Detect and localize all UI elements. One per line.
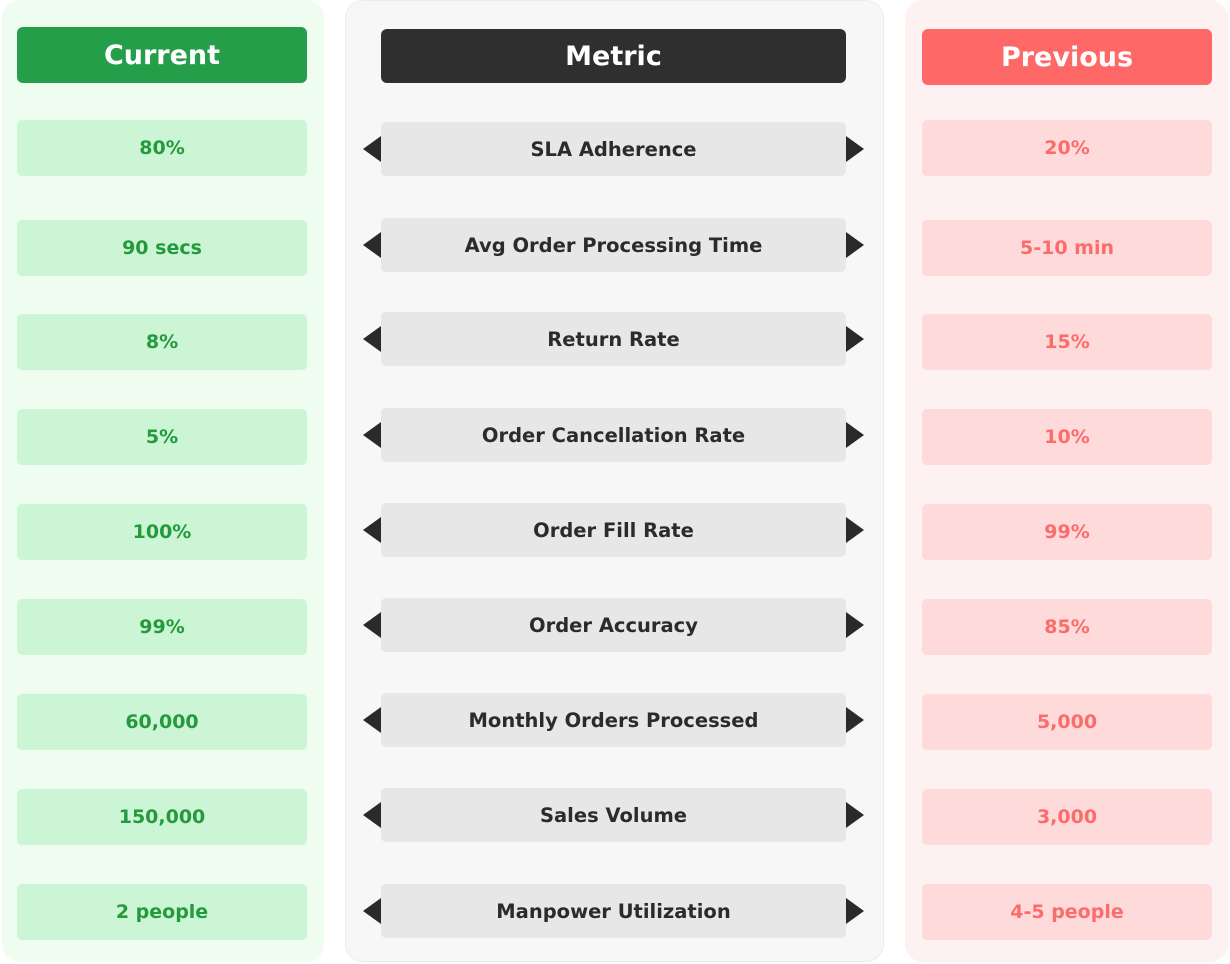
triangle-right-icon <box>846 612 864 638</box>
previous-value: 4-5 people <box>922 884 1212 940</box>
metric-label: Order Fill Rate <box>381 503 846 557</box>
current-value: 8% <box>17 314 307 370</box>
current-value: 99% <box>17 599 307 655</box>
triangle-left-icon <box>363 517 381 543</box>
previous-header: Previous <box>922 29 1212 85</box>
previous-value: 5,000 <box>922 694 1212 750</box>
metric-label: Sales Volume <box>381 788 846 842</box>
triangle-right-icon <box>846 802 864 828</box>
metric-label: SLA Adherence <box>381 122 846 176</box>
current-value: 90 secs <box>17 220 307 276</box>
current-value: 150,000 <box>17 789 307 845</box>
metric-label: Order Accuracy <box>381 598 846 652</box>
previous-value: 10% <box>922 409 1212 465</box>
triangle-left-icon <box>363 707 381 733</box>
metric-label: Manpower Utilization <box>381 884 846 938</box>
metric-label: Return Rate <box>381 312 846 366</box>
triangle-left-icon <box>363 136 381 162</box>
triangle-right-icon <box>846 517 864 543</box>
metric-label: Avg Order Processing Time <box>381 218 846 272</box>
previous-value: 5-10 min <box>922 220 1212 276</box>
current-value: 2 people <box>17 884 307 940</box>
triangle-right-icon <box>846 898 864 924</box>
previous-value: 99% <box>922 504 1212 560</box>
triangle-right-icon <box>846 232 864 258</box>
previous-value: 3,000 <box>922 789 1212 845</box>
triangle-left-icon <box>363 898 381 924</box>
triangle-left-icon <box>363 612 381 638</box>
current-value: 5% <box>17 409 307 465</box>
current-header: Current <box>17 27 307 83</box>
triangle-left-icon <box>363 326 381 352</box>
previous-value: 85% <box>922 599 1212 655</box>
current-value: 100% <box>17 504 307 560</box>
current-value: 60,000 <box>17 694 307 750</box>
triangle-left-icon <box>363 422 381 448</box>
previous-value: 20% <box>922 120 1212 176</box>
triangle-right-icon <box>846 136 864 162</box>
triangle-left-icon <box>363 232 381 258</box>
metric-header: Metric <box>381 29 846 83</box>
triangle-right-icon <box>846 707 864 733</box>
previous-value: 15% <box>922 314 1212 370</box>
triangle-left-icon <box>363 802 381 828</box>
triangle-right-icon <box>846 422 864 448</box>
current-value: 80% <box>17 120 307 176</box>
triangle-right-icon <box>846 326 864 352</box>
metric-label: Order Cancellation Rate <box>381 408 846 462</box>
metric-label: Monthly Orders Processed <box>381 693 846 747</box>
